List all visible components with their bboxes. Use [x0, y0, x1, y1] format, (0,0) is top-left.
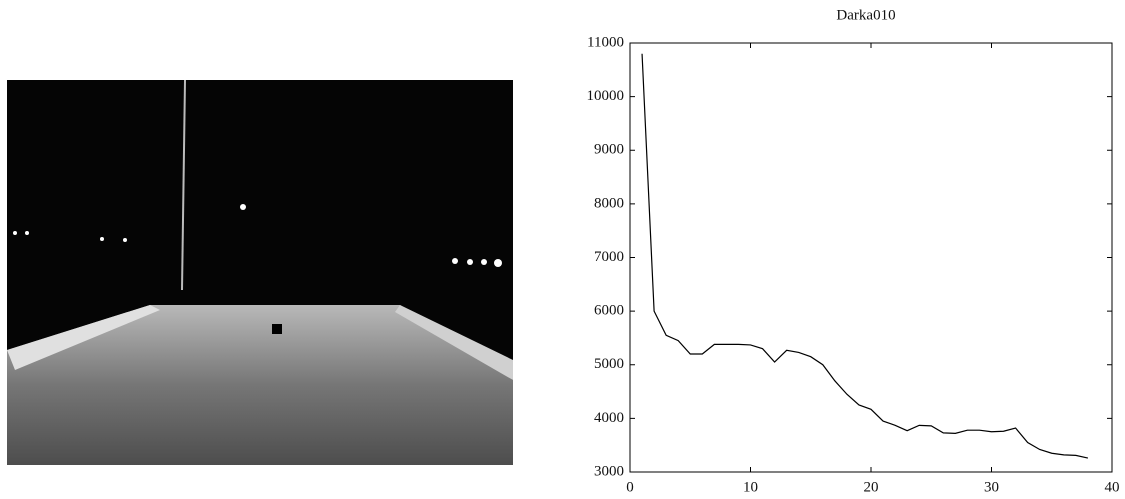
- chart: Darka010 3000400050006000700080009000100…: [587, 7, 1120, 495]
- y-tick-label: 8000: [594, 195, 624, 211]
- x-tick-label: 30: [984, 479, 999, 495]
- data-line: [641, 53, 1089, 459]
- y-tick-label: 10000: [587, 88, 625, 104]
- x-tick-label: 40: [1105, 479, 1120, 495]
- y-tick-label: 6000: [594, 303, 624, 319]
- y-tick-label: 4000: [594, 410, 624, 426]
- y-tick-label: 7000: [594, 249, 624, 265]
- y-tick-label: 5000: [594, 356, 624, 372]
- x-tick-label: 0: [626, 479, 634, 495]
- photo: [7, 79, 513, 465]
- x-tick-label: 10: [743, 479, 758, 495]
- y-tick-label: 3000: [594, 463, 624, 479]
- plot-frame: [629, 42, 1113, 473]
- x-tick-label: 20: [864, 479, 879, 495]
- chart-title: Darka010: [836, 7, 895, 23]
- y-tick-label: 11000: [587, 34, 624, 50]
- y-tick-label: 9000: [594, 142, 624, 158]
